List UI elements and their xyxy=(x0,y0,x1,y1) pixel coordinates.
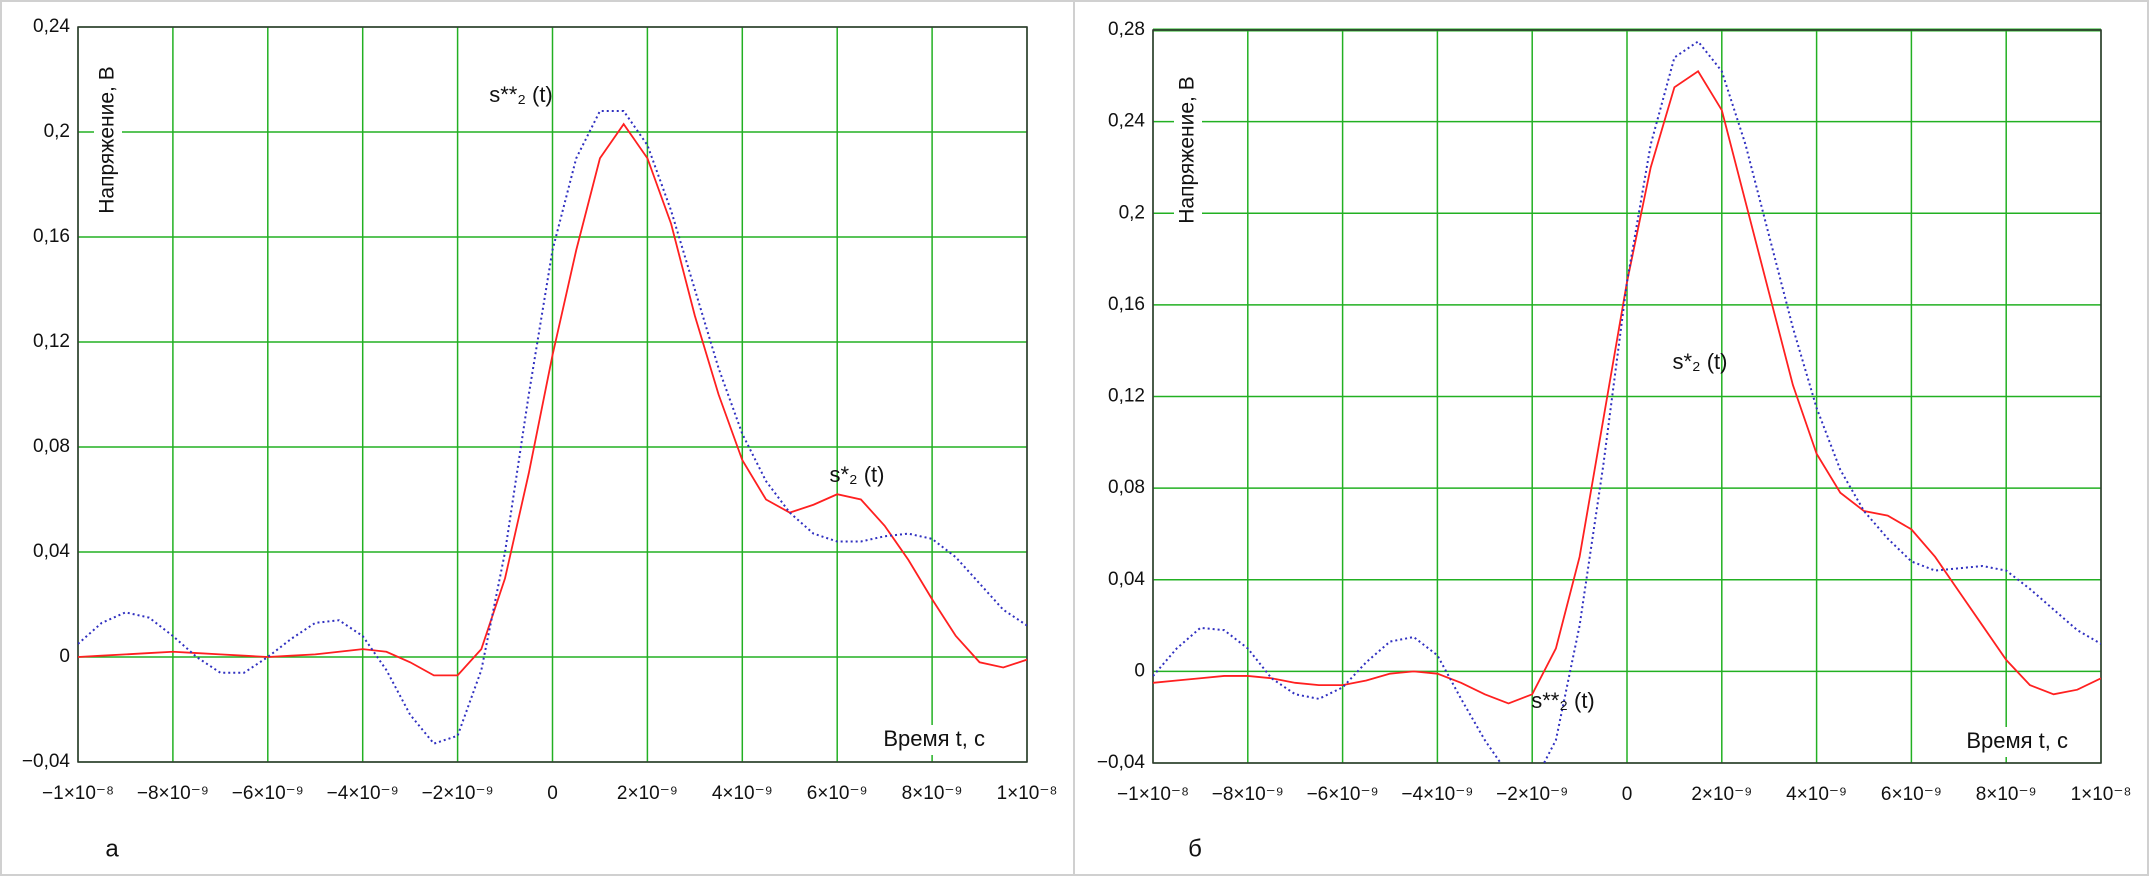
x-tick-label: 4×10⁻⁹ xyxy=(712,783,773,804)
y-tick-label: 0,12 xyxy=(1108,386,1145,407)
series-line xyxy=(78,122,1027,677)
y-tick-label: 0,08 xyxy=(1108,477,1145,498)
x-tick-label: −8×10⁻⁹ xyxy=(1212,784,1284,805)
series-line xyxy=(78,110,1027,745)
series-annotation: s*₂ (t) xyxy=(830,462,885,487)
x-tick-label: −2×10⁻⁹ xyxy=(1496,784,1568,805)
y-tick-label: 0,24 xyxy=(33,16,70,37)
y-tick-label: 0,16 xyxy=(1108,294,1145,315)
panel: −0,04 0 0,04 0,08 0,12 0,16 0,2 0,24 −1×10⁻⁸ −8×1… xyxy=(22,16,1058,862)
y-tick-label: 0,2 xyxy=(44,121,70,142)
y-axis-label: Напряжение, В xyxy=(96,66,119,213)
series-line xyxy=(1153,69,2101,705)
x-tick-label: −8×10⁻⁹ xyxy=(137,783,209,804)
y-tick-label: 0,16 xyxy=(33,226,70,247)
x-tick-label: −4×10⁻⁹ xyxy=(327,783,399,804)
label-bg xyxy=(863,725,989,755)
y-tick-label: −0,04 xyxy=(1097,752,1146,773)
x-axis-label: Время t, с xyxy=(883,726,985,751)
x-tick-label: 8×10⁻⁹ xyxy=(1976,784,2037,805)
x-tick-label: 1×10⁻⁸ xyxy=(997,783,1058,804)
y-tick-label: 0 xyxy=(59,646,70,667)
x-tick-label: 0 xyxy=(547,783,558,804)
label-bg xyxy=(94,55,122,225)
x-tick-label: 1×10⁻⁸ xyxy=(2071,784,2132,805)
y-tick-label: 0,12 xyxy=(33,331,70,352)
y-tick-label: 0,28 xyxy=(1108,19,1145,40)
y-tick-label: 0,04 xyxy=(1108,569,1145,590)
panel: −0,04 0 0,04 0,08 0,12 0,16 0,2 0,24 0,28 −1×10⁻⁸… xyxy=(1097,19,2132,862)
x-tick-label: 6×10⁻⁹ xyxy=(1881,784,1942,805)
x-tick-label: 4×10⁻⁹ xyxy=(1786,784,1847,805)
x-tick-label: −1×10⁻⁸ xyxy=(42,783,114,804)
plot-frame xyxy=(77,26,1028,763)
plot-frame xyxy=(1152,29,2102,764)
series-annotation: s*₂ (t) xyxy=(1673,349,1728,374)
x-tick-label: −1×10⁻⁸ xyxy=(1117,784,1189,805)
x-tick-label: −6×10⁻⁹ xyxy=(1307,784,1379,805)
label-bg xyxy=(1174,65,1202,235)
y-axis-label: Напряжение, В xyxy=(1176,76,1199,223)
x-tick-label: 6×10⁻⁹ xyxy=(807,783,868,804)
panel-label: а xyxy=(105,835,119,862)
y-tick-label: 0,24 xyxy=(1108,111,1145,132)
x-axis-label: Время t, с xyxy=(1966,728,2068,753)
x-tick-label: 2×10⁻⁹ xyxy=(617,783,678,804)
series-line xyxy=(1153,40,2101,763)
y-tick-label: −0,04 xyxy=(22,751,71,772)
panel-label: б xyxy=(1188,835,1202,862)
y-tick-label: 0,08 xyxy=(33,436,70,457)
series-annotation: s**₂ (t) xyxy=(489,82,553,107)
x-tick-label: −2×10⁻⁹ xyxy=(422,783,494,804)
series-annotation: s**₂ (t) xyxy=(1531,688,1595,713)
y-tick-label: 0,2 xyxy=(1119,202,1145,223)
y-tick-label: 0 xyxy=(1134,660,1145,681)
x-tick-label: 0 xyxy=(1622,784,1633,805)
x-tick-label: −4×10⁻⁹ xyxy=(1401,784,1473,805)
label-bg xyxy=(1946,727,2072,757)
y-tick-label: 0,04 xyxy=(33,541,70,562)
x-tick-label: 2×10⁻⁹ xyxy=(1691,784,1752,805)
x-tick-label: 8×10⁻⁹ xyxy=(902,783,963,804)
x-tick-label: −6×10⁻⁹ xyxy=(232,783,304,804)
